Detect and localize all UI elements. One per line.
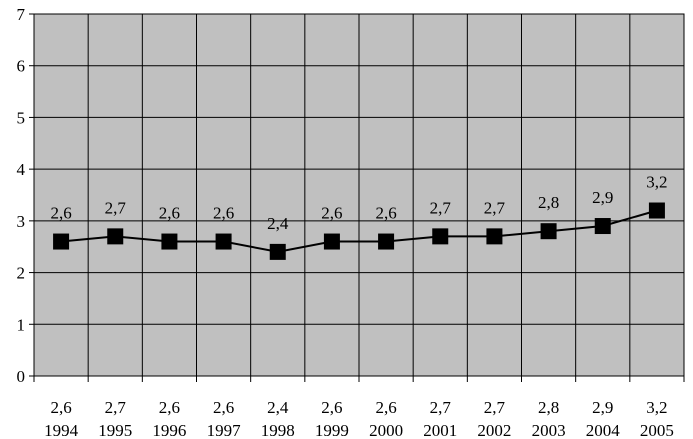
y-tick-label: 1	[17, 315, 26, 334]
data-point	[378, 233, 395, 250]
x-tick-label: 2000	[369, 421, 403, 439]
data-label: 2,6	[375, 204, 396, 223]
data-label: 2,9	[592, 188, 613, 207]
x-category-value-label: 2,6	[50, 398, 71, 417]
y-tick-label: 2	[17, 264, 26, 283]
x-tick-label: 2002	[477, 421, 511, 439]
series-markers	[53, 202, 665, 260]
data-point	[107, 228, 124, 245]
x-category-value-label: 2,6	[375, 398, 396, 417]
x-tick-label: 1994	[44, 421, 79, 439]
x-tick-label: 2005	[640, 421, 674, 439]
y-tick-label: 3	[17, 212, 26, 231]
data-label: 2,7	[484, 198, 506, 217]
data-point	[594, 218, 611, 235]
data-point	[215, 233, 232, 250]
x-category-value-label: 2,4	[267, 398, 289, 417]
series-line	[61, 209, 658, 253]
x-tick-label: 1996	[152, 421, 186, 439]
x-tick-label: 1998	[261, 421, 295, 439]
data-point	[323, 233, 340, 250]
data-point	[269, 243, 286, 260]
x-tick-label: 2004	[586, 421, 621, 439]
data-label: 3,2	[646, 173, 667, 192]
data-point	[486, 228, 503, 245]
data-label: 2,6	[50, 204, 71, 223]
data-labels: 2,6 2,7 2,6 2,6 2,4 2,6 2,6 2,7 2,7 2,8 2,9 3,2	[50, 173, 667, 233]
data-label: 2,7	[105, 198, 127, 217]
x-tick-label: 1997	[207, 421, 242, 439]
x-axis-ticks: 2,6 1994 2,7 1995 2,6 1996 2,6 1997 2,4 1998 2,6 19…	[33, 376, 685, 439]
data-label: 2,7	[430, 198, 452, 217]
y-axis-ticks: 0 1 2 3 4 5 6 7	[17, 5, 34, 386]
x-tick-label: 1999	[315, 421, 349, 439]
data-point	[432, 228, 449, 245]
x-tick-label: 2001	[423, 421, 457, 439]
x-category-value-label: 2,8	[538, 398, 559, 417]
x-category-value-label: 2,7	[105, 398, 127, 417]
x-category-value-label: 2,9	[592, 398, 613, 417]
y-tick-label: 0	[17, 367, 26, 386]
y-tick-label: 4	[17, 160, 26, 179]
x-category-value-label: 2,7	[430, 398, 452, 417]
data-label: 2,6	[159, 204, 180, 223]
y-tick-label: 7	[17, 5, 26, 24]
data-point	[540, 223, 557, 240]
x-tick-label: 2003	[532, 421, 566, 439]
x-category-value-label: 2,7	[484, 398, 506, 417]
y-tick-label: 5	[17, 108, 26, 127]
data-label: 2,6	[321, 204, 342, 223]
x-category-value-label: 2,6	[159, 398, 180, 417]
data-label: 2,4	[267, 214, 289, 233]
y-tick-label: 6	[17, 57, 26, 76]
data-label: 2,8	[538, 193, 559, 212]
data-label: 2,6	[213, 204, 234, 223]
data-point	[53, 233, 70, 250]
x-category-value-label: 2,6	[213, 398, 234, 417]
x-tick-label: 1995	[98, 421, 132, 439]
grid-lines	[34, 14, 684, 376]
x-category-value-label: 3,2	[646, 398, 667, 417]
data-point	[161, 233, 178, 250]
x-category-value-label: 2,6	[321, 398, 342, 417]
data-point	[648, 202, 665, 219]
